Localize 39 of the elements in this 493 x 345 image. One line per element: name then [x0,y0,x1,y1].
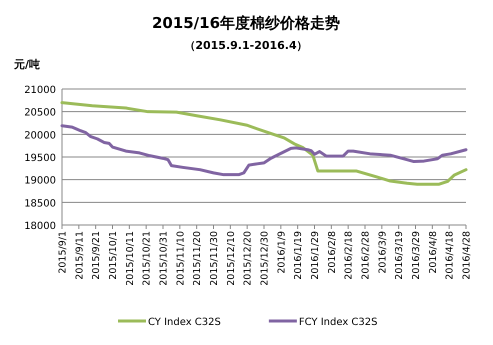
y-tick-label: 21000 [24,85,56,96]
x-tick-label: 2016/4/18 [444,231,456,280]
x-tick-label: 2015/10/21 [142,231,153,286]
x-tick-label: 2016/2/28 [360,231,372,280]
x-tick-label: 2015/11/20 [192,231,204,286]
x-tick-label: 2015/9/21 [91,231,102,280]
chart-title: 2015/16年度棉纱价格走势 [152,14,340,32]
x-tick-label: 2016/3/19 [394,231,406,280]
legend-label: CY Index C32S [148,317,221,328]
y-tick-label: 19500 [24,153,56,164]
x-tick-label: 2016/1/19 [293,231,304,280]
x-tick-label: 2016/3/9 [377,231,388,274]
x-tick-label: 2016/2/18 [344,231,355,280]
x-tick-label: 2015/10/11 [124,231,136,286]
y-tick-label: 19000 [24,176,56,187]
line-series [60,101,468,186]
x-tick-label: 2015/12/30 [260,231,270,286]
y-tick-label: 20000 [24,130,56,142]
x-tick-label: 2015/10/1 [108,231,119,280]
y-axis-title: 元/吨 [13,58,40,71]
x-tick-label: 2016/1/9 [276,231,288,274]
x-tick-label: 2016/4/8 [428,231,439,274]
line-series [60,124,468,176]
x-tick-label: 2016/2/8 [326,231,338,274]
x-tick-label: 2015/10/31 [158,231,170,286]
legend-label: FCY Index C32S [298,317,378,328]
x-tick-label: 2015/11/10 [175,231,186,286]
y-tick-label: 20500 [24,108,56,119]
x-tick-label: 2015/12/10 [226,231,237,286]
x-tick-label: 2015/12/20 [242,231,254,286]
x-tick-label: 2015/9/1 [58,231,68,274]
x-tick-label: 2015/9/11 [74,231,86,280]
chart-subtitle: （2015.9.1-2016.4） [184,39,308,52]
x-tick-label: 2016/3/29 [411,231,422,280]
y-tick-label: 18000 [24,221,56,232]
y-tick-label: 18500 [24,198,56,210]
x-tick-label: 2015/11/30 [209,231,220,286]
x-tick-label: 2016/4/28 [462,231,472,280]
x-tick-label: 2016/1/29 [310,231,321,280]
